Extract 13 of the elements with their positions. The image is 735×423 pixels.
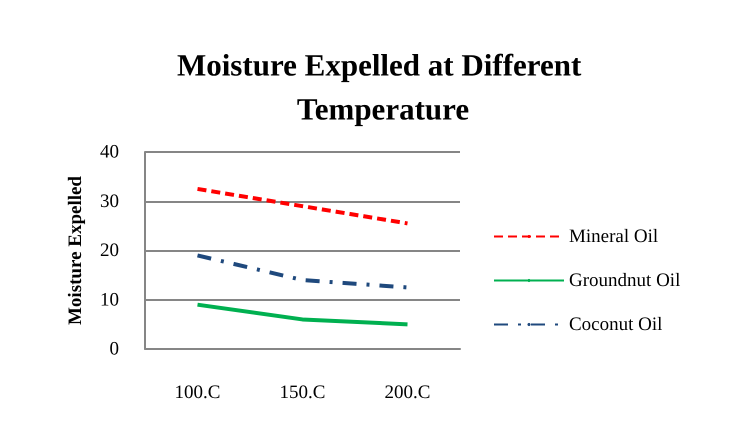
y-tick-label: 10 — [100, 289, 119, 310]
y-tick-label: 0 — [110, 338, 119, 360]
y-tick-label: 20 — [100, 240, 119, 261]
chart-title: Moisture Expelled at Different Temperature — [176, 48, 590, 126]
x-tick-label: 150.C — [280, 382, 326, 403]
legend-label: Coconut Oil — [569, 314, 662, 335]
legend-label: Groundnut Oil — [569, 270, 680, 291]
x-tick-label: 100.C — [174, 382, 220, 403]
y-tick-label: 30 — [100, 190, 119, 212]
legend-label: Mineral Oil — [569, 226, 658, 247]
y-axis-title: Moisture Expelled — [65, 176, 86, 326]
y-tick-label: 40 — [100, 142, 119, 162]
x-tick-label: 200.C — [384, 382, 430, 403]
